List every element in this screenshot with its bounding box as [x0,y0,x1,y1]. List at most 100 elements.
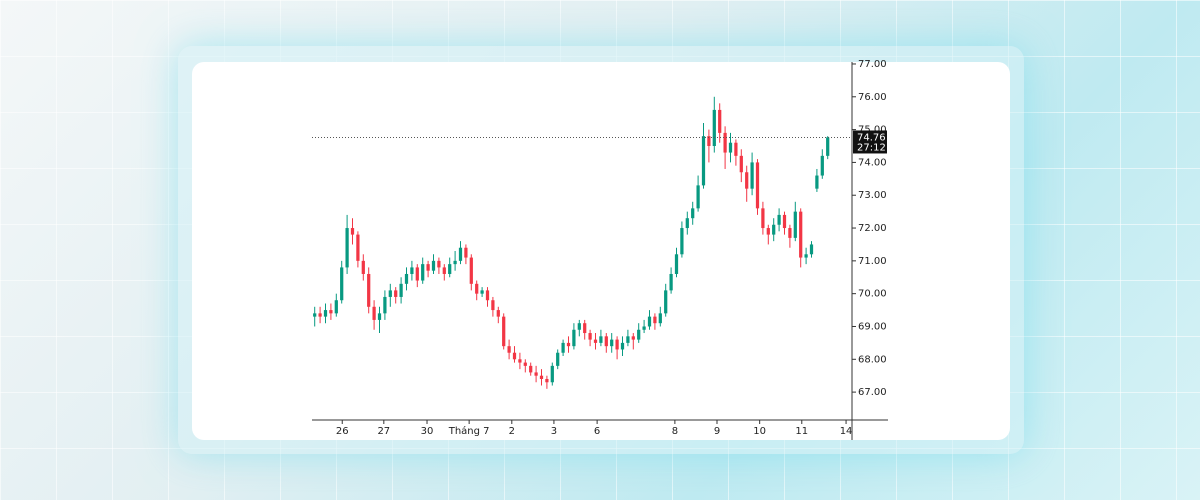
candle-body [388,290,392,297]
candle-body [491,300,495,311]
candle-body [383,296,387,314]
candle-body [431,260,436,271]
candle-body [712,109,716,147]
y-tick-label: 71.00 [858,256,887,267]
candle-body [718,109,722,133]
candle-body [685,218,689,229]
candle-body [734,142,738,156]
y-tick-label: 75.00 [858,125,887,136]
candle-body [404,273,409,284]
candle-body [707,136,711,147]
candle-body [539,375,544,379]
candle-body [485,290,490,301]
candle-body [615,339,619,350]
candle-body [610,339,614,347]
candle-body [399,283,403,297]
candle-body [799,211,803,258]
y-tick-label: 70.00 [858,289,887,300]
x-tick-label: 27 [377,426,390,437]
candle-body [696,185,700,209]
candle-body [356,234,360,261]
x-tick-label: 6 [594,426,600,437]
candle-body [653,316,657,324]
candle-body [345,228,349,268]
candle-body [577,323,581,330]
candle-body [761,208,765,229]
x-tick-label: 10 [753,426,766,437]
candle-body [637,329,641,340]
candle-body [804,254,808,258]
x-tick-label: 11 [795,426,808,437]
x-tick-label: 2 [509,426,515,437]
y-tick-label: 67.00 [858,387,887,398]
x-tick-label: 26 [336,426,349,437]
candle-body [782,214,787,229]
candle-body [394,290,398,297]
candle-body [728,142,733,153]
candle-body [415,267,419,281]
candle-body [755,162,760,209]
candle-body [815,175,819,189]
candle-body [588,333,592,340]
candle-body [550,365,554,383]
candle-body [642,326,646,330]
candle-body [701,136,706,186]
x-tick-label: 8 [672,426,678,437]
y-tick-label: 73.00 [858,190,887,201]
candle-body [556,352,560,366]
candle-body [631,336,635,340]
x-tick-label: 9 [714,426,720,437]
x-tick-label: 14 [840,426,853,437]
candle-body [723,132,727,153]
candle-body [507,346,511,353]
candle-body [334,300,338,314]
y-tick-label: 68.00 [858,354,887,365]
candle-body [788,228,792,238]
y-tick-label: 72.00 [858,223,887,234]
candle-body [512,352,517,360]
candle-body [453,260,457,265]
y-tick-label: 74.00 [858,157,887,168]
candle-body [469,257,473,284]
candle-body [669,273,673,291]
candle-body [739,155,743,173]
countdown-label: 27:12 [857,142,886,153]
candle-body [809,244,814,255]
candle-body [426,264,430,271]
candle-body [826,137,830,156]
y-tick-label: 69.00 [858,321,887,332]
candle-body [545,378,549,383]
candle-body [820,155,824,176]
candle-body [599,336,603,343]
last-price-label: 74.76 [857,132,886,143]
candle-body [410,267,414,274]
candle-body [664,290,668,314]
candle-body [529,365,533,373]
candle-body [329,310,333,314]
candle-body [496,310,500,317]
last-price-box [853,130,887,154]
candle-body [372,306,376,320]
candle-body [750,162,754,189]
candle-body [561,342,565,353]
candle-body [680,228,684,255]
candle-body [583,323,587,334]
candle-body [626,336,630,343]
candle-body [658,313,662,324]
candle-body [502,316,506,347]
candle-body [323,310,328,317]
candle-body [793,211,797,238]
x-tick-label: 30 [421,426,434,437]
candle-body [313,313,317,317]
candle-body [745,172,749,189]
y-tick-label: 76.00 [858,92,887,103]
candle-body [593,339,598,343]
candle-body [691,208,695,219]
candle-body [777,214,781,225]
candle-body [340,267,344,301]
candle-body [534,372,538,376]
chart-card [192,62,1010,440]
candle-body [475,283,479,294]
